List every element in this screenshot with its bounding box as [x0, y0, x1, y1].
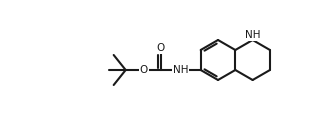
- Text: O: O: [140, 65, 148, 75]
- Text: NH: NH: [245, 30, 260, 40]
- Text: NH: NH: [173, 65, 188, 75]
- Text: O: O: [156, 43, 165, 53]
